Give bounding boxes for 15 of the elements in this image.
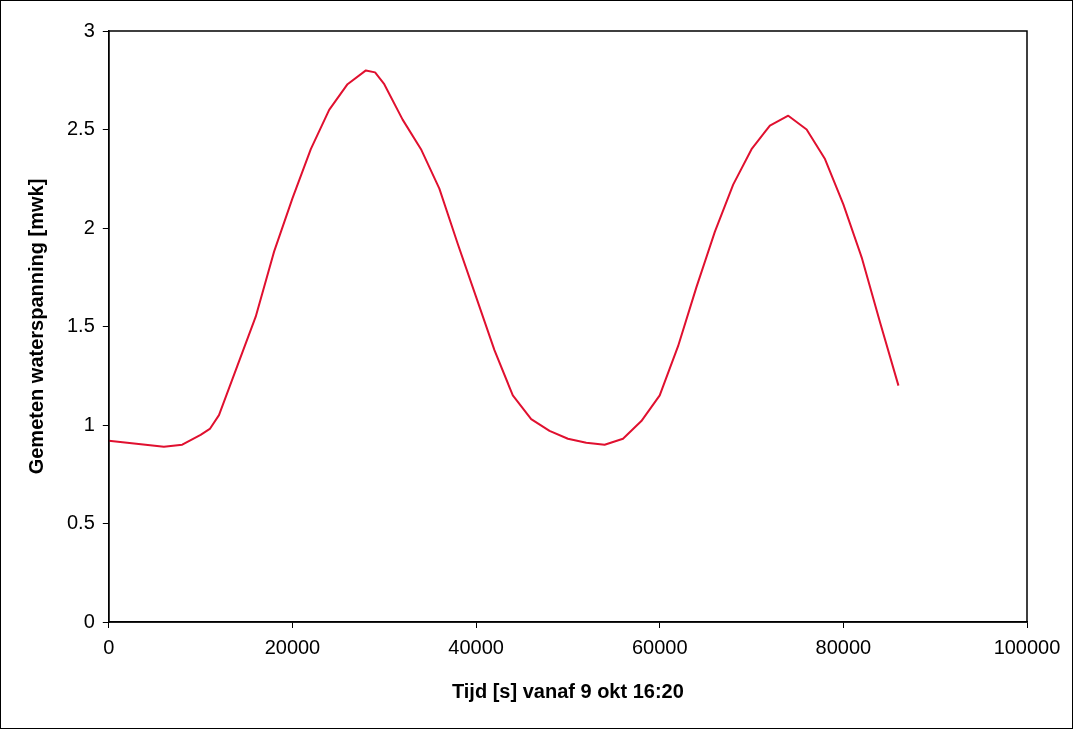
y-tick-label: 0.5 [66, 511, 95, 534]
y-tick-label: 1.5 [66, 314, 95, 337]
y-tick-label: 2 [83, 215, 95, 238]
x-tick-label: 80000 [815, 635, 872, 658]
x-axis-title: Tijd [s] vanaf 9 okt 16:20 [451, 679, 684, 702]
y-tick-label: 0 [83, 609, 95, 632]
x-tick-label: 0 [103, 635, 115, 658]
y-tick-label: 3 [83, 18, 95, 41]
y-tick-label: 2.5 [66, 117, 95, 140]
x-tick-label: 100000 [993, 635, 1061, 658]
x-tick-label: 20000 [264, 635, 321, 658]
x-tick-label: 60000 [631, 635, 688, 658]
y-tick-label: 1 [83, 412, 95, 435]
x-tick-label: 40000 [448, 635, 504, 658]
y-axis-title: Gemeten waterspanning [mwk] [24, 178, 47, 475]
